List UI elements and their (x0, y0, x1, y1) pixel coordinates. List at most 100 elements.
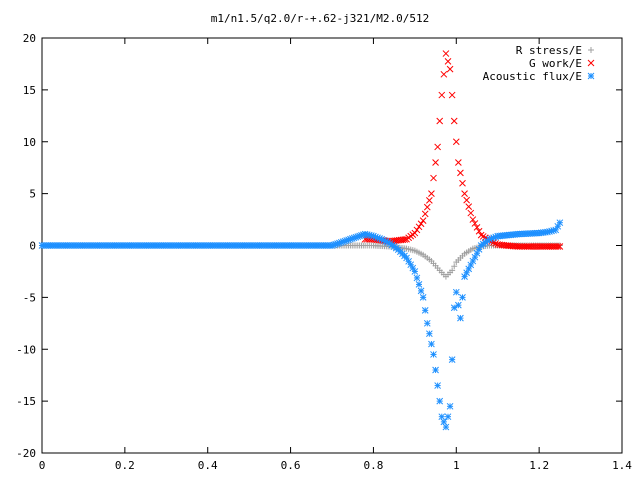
data-point (452, 138, 460, 146)
legend-marker (587, 72, 595, 80)
data-point-d2 (457, 314, 464, 322)
data-point-d2 (459, 179, 466, 187)
data-point-d2 (452, 288, 460, 296)
data-point-d2 (479, 233, 487, 240)
data-point-d2 (428, 340, 435, 348)
data-point (457, 169, 464, 177)
data-point-d2 (455, 301, 462, 309)
data-point-d2 (444, 57, 452, 65)
data-point (415, 281, 423, 288)
data-point (428, 340, 435, 348)
x-tick-label: 0.4 (198, 459, 218, 472)
data-point (556, 242, 563, 249)
data-point (450, 117, 458, 125)
data-point (432, 366, 439, 374)
y-tick-label: -15 (16, 395, 36, 408)
legend-marker (588, 47, 594, 53)
data-point-d2 (413, 274, 421, 282)
data-point (428, 190, 435, 197)
data-point (413, 274, 421, 282)
data-point (438, 413, 446, 421)
data-point-d2 (434, 382, 441, 389)
data-point (421, 306, 429, 314)
data-point (423, 319, 431, 327)
axes: 0 0.2 0.4 0.6 0.8 1 1.2 1.4 -20 -15 -10 -5 0 5 10 15 20 (16, 32, 632, 472)
data-point-d2 (442, 50, 450, 57)
data-point-d2 (378, 235, 386, 243)
plot-area: 0 0.2 0.4 0.6 0.8 1 1.2 1.4-20-15-10-505101520 … (16, 32, 632, 472)
data-point-d2 (461, 190, 468, 197)
legend-label: R stress/E (516, 44, 582, 57)
data-point-d2 (423, 319, 431, 327)
data-point (469, 216, 477, 223)
data-point (461, 190, 468, 197)
data-point (417, 220, 425, 228)
data-point-d2 (436, 397, 444, 405)
data-point-d2 (409, 264, 417, 272)
data-point (463, 196, 470, 204)
data-point-d2 (382, 237, 390, 245)
data-point (455, 301, 462, 309)
data-point-d2 (417, 287, 425, 295)
data-point (432, 159, 439, 166)
data-point-d2 (506, 242, 513, 250)
data-point-d2 (448, 91, 456, 99)
data-point-d2 (411, 268, 419, 275)
data-point-d2 (380, 236, 388, 244)
data-point (459, 294, 466, 301)
data-point-d2 (446, 65, 454, 73)
data-point (436, 397, 444, 405)
data-point (554, 243, 562, 250)
data-point-d2 (421, 306, 429, 314)
data-point-d2 (415, 281, 423, 288)
data-point-d2 (403, 254, 410, 262)
data-point-d2 (442, 423, 450, 431)
data-point (471, 220, 479, 227)
data-point-d2 (556, 219, 564, 227)
data-point-d2 (444, 413, 452, 421)
series-acoustic-flux-e (38, 219, 564, 431)
data-point (467, 209, 475, 217)
data-point (434, 382, 441, 389)
data-point-d2 (452, 138, 460, 146)
data-point-d2 (469, 216, 477, 223)
data-point (556, 243, 564, 250)
data-point-d2 (475, 227, 483, 235)
data-point-d2 (465, 203, 473, 210)
y-tick-label: 5 (29, 188, 36, 201)
data-point (423, 203, 431, 211)
data-point-d2 (450, 117, 458, 125)
data-point-d2 (426, 197, 433, 204)
data-point (451, 263, 458, 270)
legend-label: G work/E (529, 57, 582, 70)
data-point-d2 (477, 231, 485, 239)
data-point (436, 117, 444, 125)
data-point-d2 (446, 402, 454, 410)
data-point-d2 (502, 242, 510, 249)
data-point-d2 (511, 242, 519, 250)
data-point (450, 304, 458, 312)
series-layer (38, 50, 564, 431)
data-point-d2 (423, 203, 431, 211)
data-point-d2 (457, 169, 464, 177)
data-point-d2 (419, 294, 427, 301)
data-point-d2 (426, 330, 433, 338)
data-point (415, 223, 423, 231)
data-point (419, 294, 427, 301)
data-point-d2 (407, 261, 415, 269)
data-point (419, 217, 427, 224)
data-point (448, 91, 456, 99)
data-point-d2 (440, 418, 448, 426)
data-point (492, 240, 499, 247)
data-point (430, 351, 437, 358)
data-point-d2 (438, 91, 446, 99)
data-point-d2 (384, 239, 392, 246)
data-point-d2 (492, 240, 499, 247)
data-point-d2 (507, 242, 515, 250)
data-point-d2 (450, 304, 458, 312)
data-point (442, 423, 450, 431)
data-point-d2 (411, 229, 419, 237)
data-point-d2 (554, 243, 562, 250)
